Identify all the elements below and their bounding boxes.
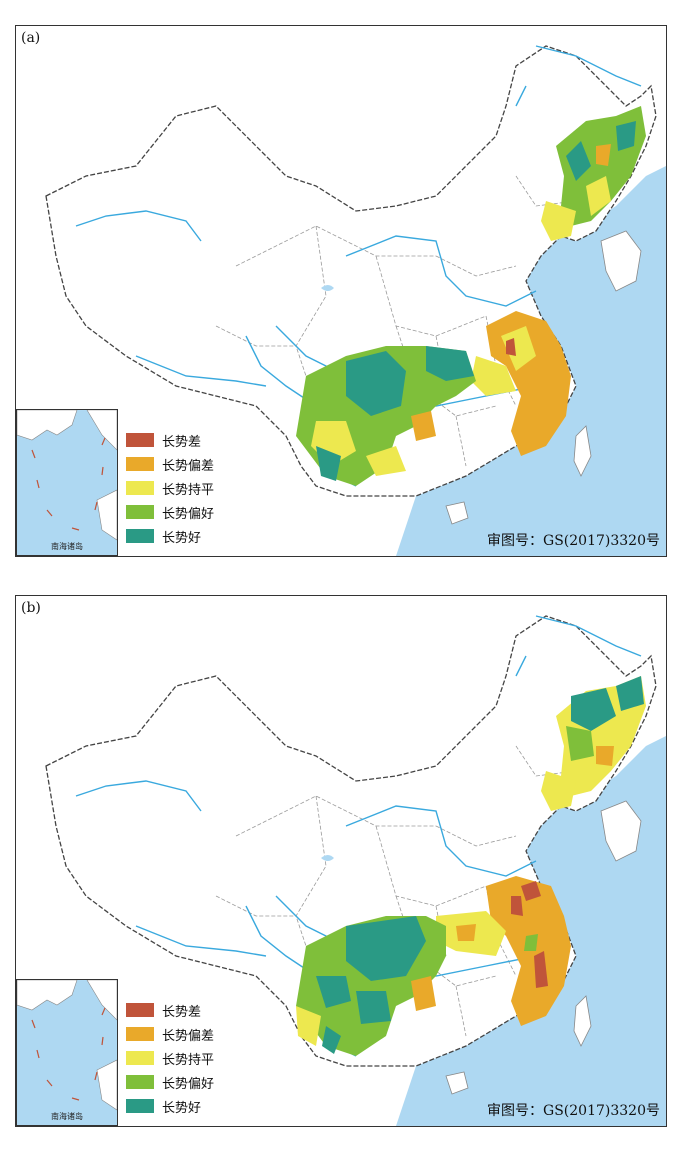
legend-label: 长势差 [162,434,202,450]
crop-region-northeast [541,106,646,241]
map-approval-number: 审图号：GS(2017)3320号 [487,533,660,549]
legend-swatch-slightly-poor [126,457,154,471]
qinghai-lake [321,855,334,861]
panel-label: (b) [21,600,41,616]
legend-item: 长势持平 [126,476,214,500]
legend-label: 长势偏好 [162,506,215,522]
legend-swatch-poor [126,433,154,447]
legend-swatch-good [126,1099,154,1113]
qinghai-lake [321,285,334,291]
china-map-b [45,615,666,1126]
legend-label: 长势持平 [162,482,215,498]
korea-peninsula [600,800,642,862]
legend-label: 长势偏好 [162,1076,215,1092]
legend-item: 长势差 [126,428,214,452]
legend-item: 长势偏好 [126,1070,214,1094]
map-panel-a: (a) 南海诸岛 长势差 长势偏差 长势持平 长势偏好 长势好 审图号：GS(2… [15,25,667,557]
legend-swatch-average [126,1051,154,1065]
china-outline [45,615,657,1067]
legend-label: 长势持平 [162,1052,215,1068]
legend-item: 长势偏好 [126,500,214,524]
legend-item: 长势好 [126,524,214,548]
legend-swatch-slightly-poor [126,1027,154,1041]
panel-label: (a) [21,30,41,46]
inset-label: 南海诸岛 [51,1112,83,1121]
south-china-sea-inset: 南海诸岛 [16,979,118,1126]
legend-label: 长势好 [162,1100,202,1116]
sea-area [396,736,666,1126]
inset-map [17,410,117,555]
legend-swatch-slightly-good [126,1075,154,1089]
inset-map [17,980,117,1125]
south-china-sea-inset: 南海诸岛 [16,409,118,556]
legend-label: 长势好 [162,530,202,546]
legend-swatch-slightly-good [126,505,154,519]
crop-region-northeast [541,676,646,811]
hainan-island [445,501,469,525]
legend-item: 长势持平 [126,1046,214,1070]
map-approval-number: 审图号：GS(2017)3320号 [487,1103,660,1119]
crop-region-southwest [296,916,446,1056]
legend-item: 长势差 [126,998,214,1022]
legend-label: 长势偏差 [162,458,215,474]
hainan-island [445,1071,469,1095]
map-panel-b: (b) 南海诸岛 长势差 长势偏差 长势持平 长势偏好 长势好 审图号：GS(2… [15,595,667,1127]
legend: 长势差 长势偏差 长势持平 长势偏好 长势好 [126,998,214,1118]
legend-label: 长势偏差 [162,1028,215,1044]
legend: 长势差 长势偏差 长势持平 长势偏好 长势好 [126,428,214,548]
china-map-a [45,45,666,556]
sea-area [396,166,666,556]
korea-peninsula [600,230,642,292]
legend-swatch-poor [126,1003,154,1017]
legend-item: 长势好 [126,1094,214,1118]
legend-swatch-good [126,529,154,543]
legend-swatch-average [126,481,154,495]
inset-label: 南海诸岛 [51,542,83,551]
crop-region-east [436,876,571,1026]
crop-region-southwest [296,346,476,486]
legend-item: 长势偏差 [126,1022,214,1046]
crop-region-east [471,311,571,456]
legend-label: 长势差 [162,1004,202,1020]
taiwan-island [573,425,592,477]
taiwan-island [573,995,592,1047]
legend-item: 长势偏差 [126,452,214,476]
